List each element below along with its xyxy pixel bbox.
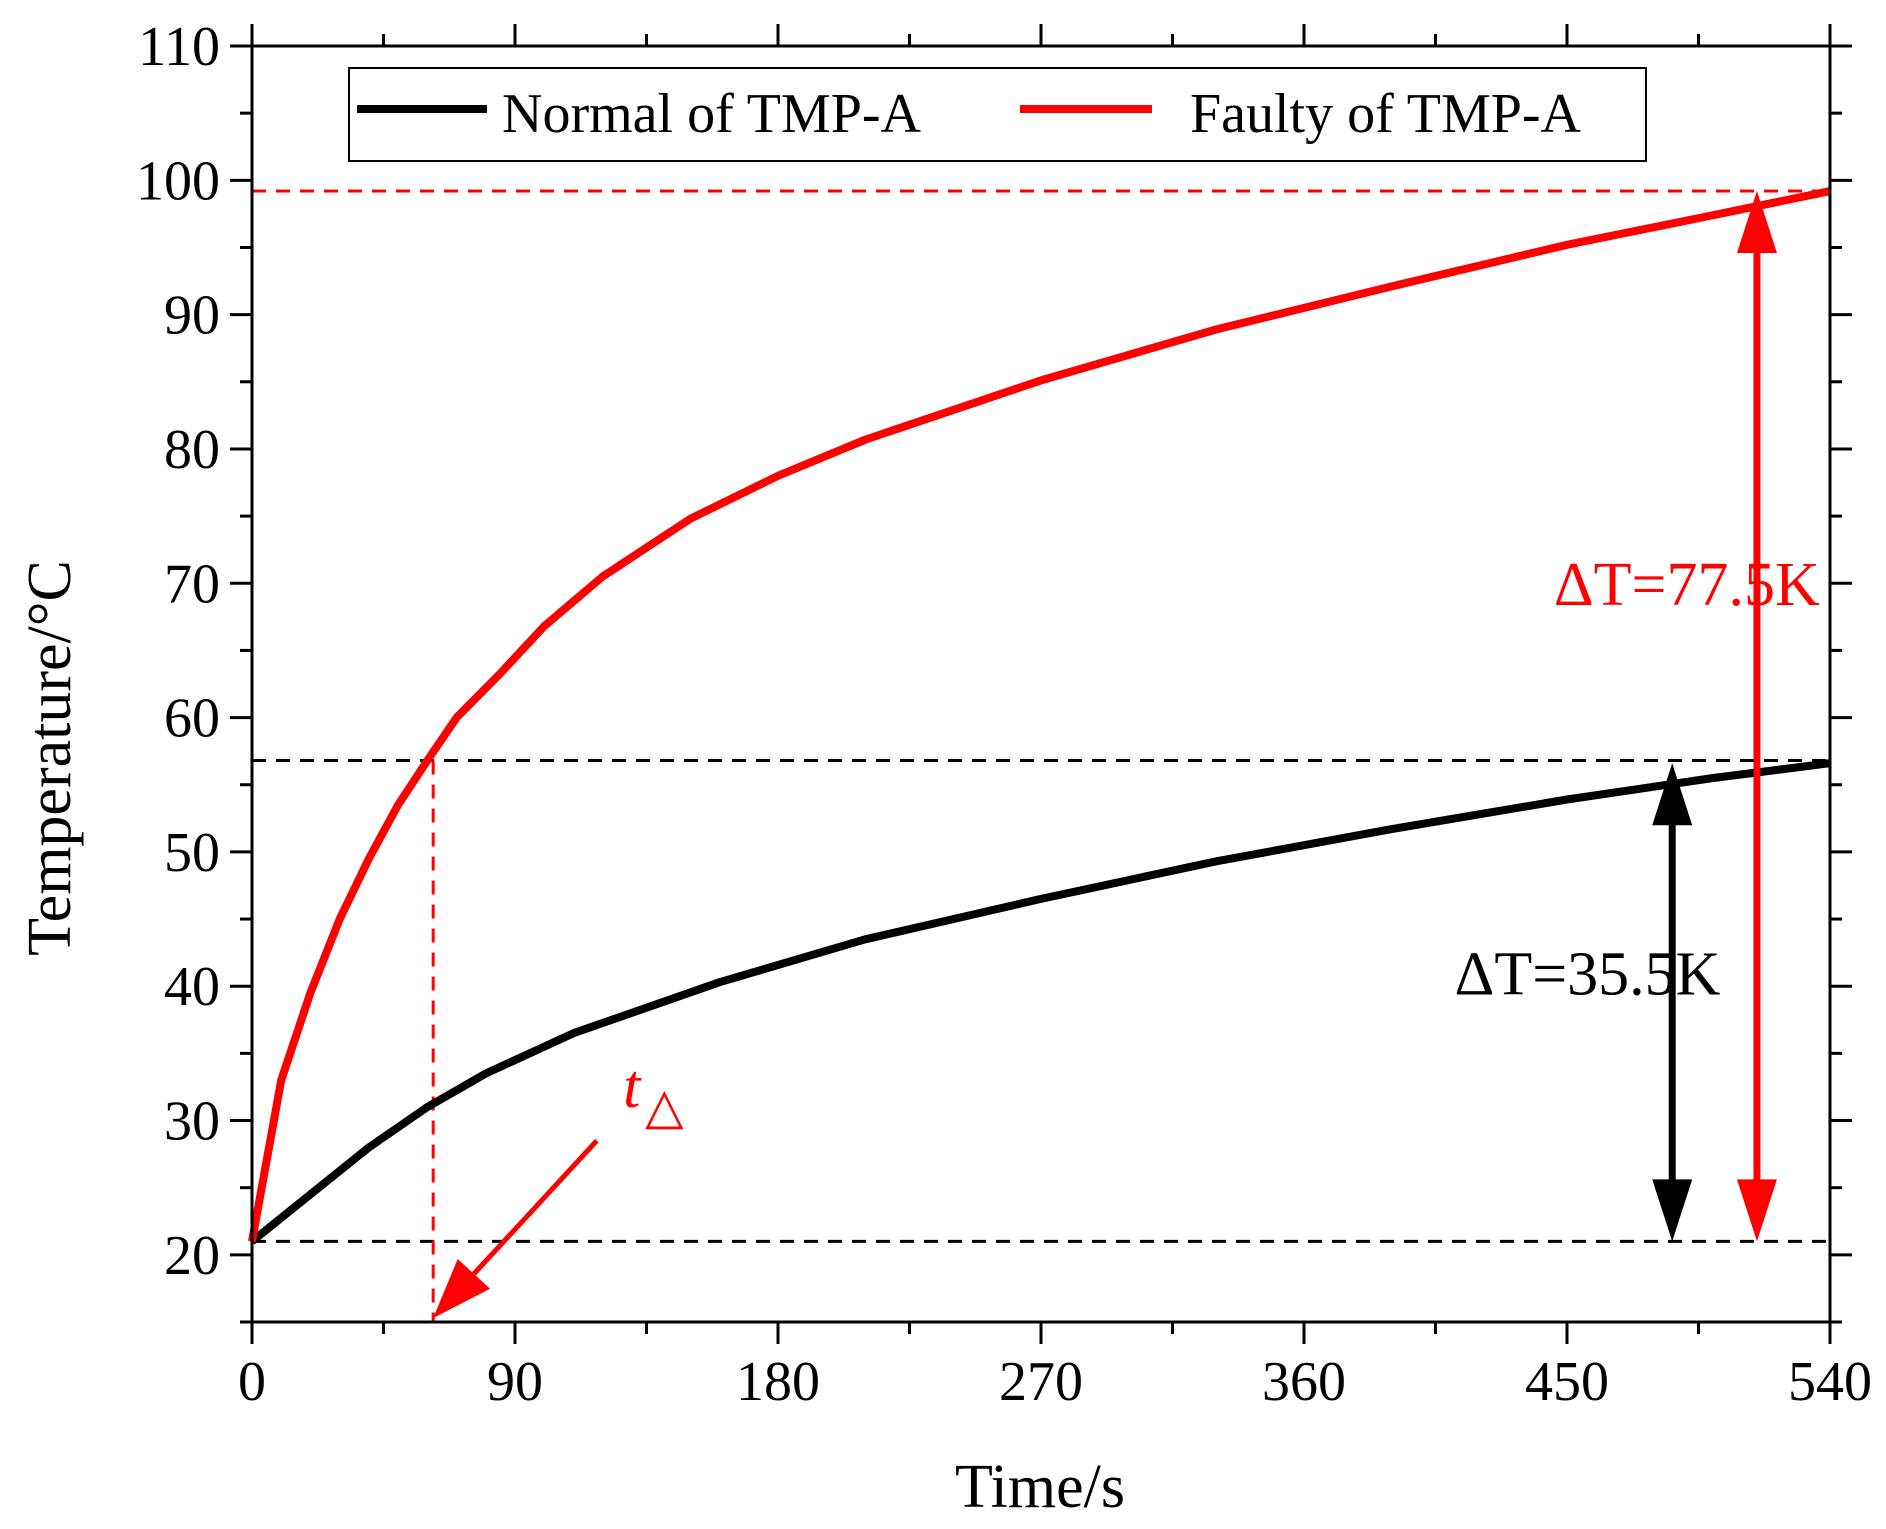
delta-arrow-faulty (1736, 191, 1777, 1242)
x-tick-label: 0 (238, 1351, 266, 1413)
y-tick-label: 80 (164, 419, 220, 481)
axes: 0 90 180 270 360 450 540 20 30 40 50 60 70 80 90 100 110 (136, 16, 1872, 1413)
delta-label-faulty: ΔT=77.5K (1554, 551, 1820, 619)
t-delta-subscript: △ (645, 1078, 684, 1134)
x-tick-label: 180 (736, 1351, 820, 1413)
legend: Normal of TMP-A Faulty of TMP-A (348, 67, 1647, 162)
y-tick-label: 20 (164, 1225, 220, 1287)
y-axis-title: Temperature/°C (16, 560, 84, 956)
y-tick-label: 90 (164, 285, 220, 347)
x-tick-label: 90 (487, 1351, 543, 1413)
y-tick-label: 50 (164, 822, 220, 884)
series-line-faulty (248, 187, 1831, 1243)
series-lines (248, 187, 1831, 1245)
legend-box (348, 67, 1647, 162)
y-tick-label: 110 (138, 16, 220, 78)
delta-arrow-normal (1652, 763, 1693, 1242)
y-tick-label: 70 (164, 553, 220, 615)
x-tick-label: 360 (1262, 1351, 1346, 1413)
y-tick-label: 60 (164, 688, 220, 750)
x-axis-title: Time/s (955, 1453, 1125, 1521)
legend-label-normal: Normal of TMP-A (502, 83, 921, 145)
legend-label-faulty: Faulty of TMP-A (1190, 83, 1582, 145)
x-tick-label: 450 (1525, 1351, 1609, 1413)
t-delta-pointer (433, 1138, 599, 1318)
annotations: ΔT=77.5K ΔT=35.5K t △ (433, 191, 1820, 1318)
reference-lines (252, 189, 1830, 1322)
series-line-normal (249, 759, 1831, 1245)
t-delta-label: t (623, 1053, 642, 1121)
x-tick-label: 540 (1788, 1351, 1872, 1413)
delta-label-normal: ΔT=35.5K (1454, 940, 1720, 1008)
y-tick-label: 40 (164, 956, 220, 1018)
x-tick-label: 270 (999, 1351, 1083, 1413)
y-tick-label: 30 (164, 1091, 220, 1153)
y-tick-label: 100 (136, 150, 220, 212)
